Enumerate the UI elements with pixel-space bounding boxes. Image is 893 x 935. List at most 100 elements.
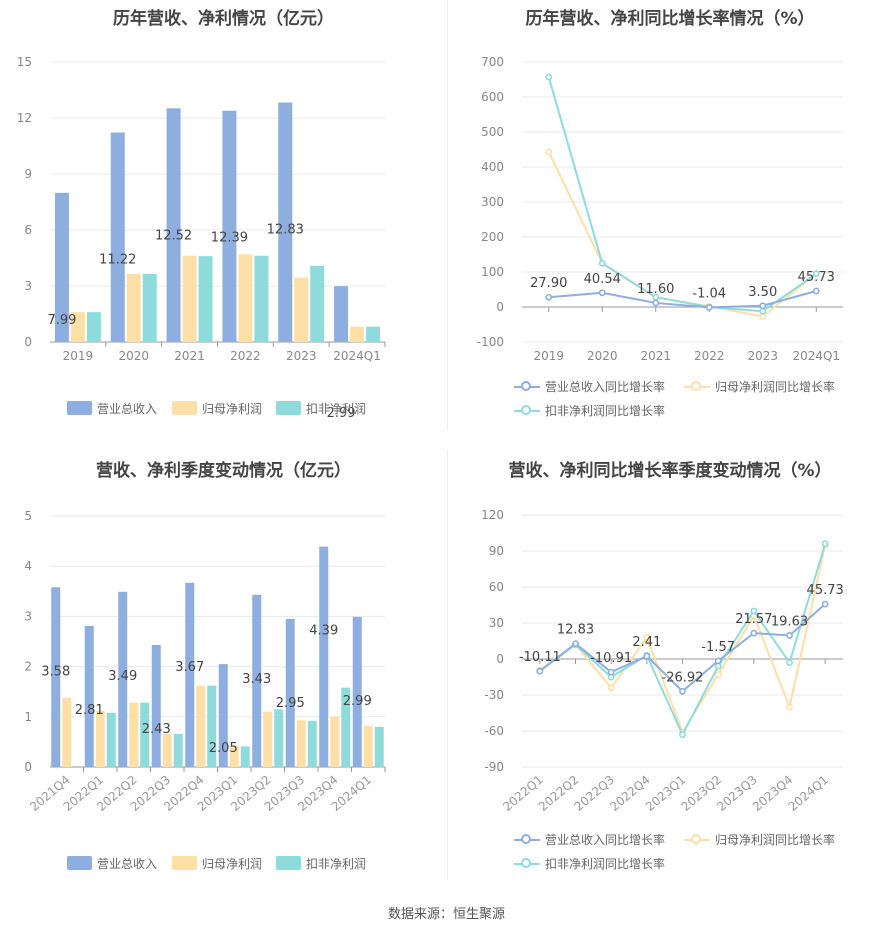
x-tick-label: 2021 — [174, 349, 205, 363]
y-tick-label: 5 — [24, 509, 32, 523]
data-label: -1.04 — [692, 286, 726, 301]
bar-deducted — [142, 273, 157, 342]
bar-revenue — [222, 110, 237, 342]
data-point-deducted — [714, 662, 722, 670]
legend-revenue-growth[interactable]: 营业总收入同比增长率 — [514, 831, 665, 848]
bar-revenue — [151, 645, 161, 767]
legend-net-profit[interactable]: 归母净利润 — [172, 400, 262, 417]
bar-revenue — [84, 625, 94, 767]
legend-swatch-deducted — [276, 401, 301, 415]
legend-line-swatch-net-profit — [684, 833, 710, 847]
legend-net-profit-growth[interactable]: 归母净利润同比增长率 — [684, 831, 835, 848]
data-label: 7.99 — [47, 313, 76, 328]
chart-title: 历年营收、净利同比增长率情况（%） — [525, 9, 815, 29]
data-point-revenue — [607, 668, 615, 676]
y-tick-label: 0 — [24, 335, 32, 349]
y-tick-label: 2 — [24, 660, 32, 674]
y-tick-label: 15 — [17, 55, 32, 69]
bar-net-profit — [350, 326, 365, 342]
data-label: 12.52 — [155, 228, 192, 243]
legend-net-profit[interactable]: 归母净利润 — [172, 855, 262, 872]
y-tick-label: 90 — [489, 544, 504, 558]
y-tick-label: 500 — [481, 125, 504, 139]
data-label: 45.73 — [798, 270, 835, 285]
y-tick-label: -30 — [484, 688, 504, 702]
data-label: 45.73 — [807, 583, 844, 598]
data-point-revenue — [705, 303, 713, 311]
data-point-revenue — [598, 289, 606, 297]
bar-revenue — [319, 546, 329, 767]
legend-revenue[interactable]: 营业总收入 — [67, 400, 157, 417]
legend-deducted-profit[interactable]: 扣非净利润 — [276, 400, 366, 417]
legend-deducted-growth[interactable]: 扣非净利润同比增长率 — [514, 855, 665, 872]
bar-net-profit — [162, 733, 172, 767]
data-point-revenue — [652, 299, 660, 307]
y-tick-label: 0 — [496, 300, 504, 314]
data-point-revenue — [643, 652, 651, 660]
y-tick-label: -100 — [477, 335, 504, 349]
data-point-deducted — [598, 259, 606, 267]
data-point-deducted — [545, 73, 553, 81]
y-tick-label: 3 — [24, 609, 32, 623]
data-label: -10.11 — [519, 650, 561, 665]
data-point-revenue — [714, 657, 722, 665]
x-tick-label: 2019 — [63, 349, 94, 363]
legend-swatch-revenue — [67, 401, 92, 415]
data-point-revenue — [545, 293, 553, 301]
bar-revenue — [118, 591, 128, 767]
legend-swatch-revenue — [67, 856, 92, 870]
bar-revenue — [278, 102, 293, 342]
y-tick-label: 60 — [489, 580, 504, 594]
x-tick-label: 2024Q1 — [333, 349, 381, 363]
y-tick-label: 0 — [496, 652, 504, 666]
legend-line-swatch-deducted — [514, 857, 540, 871]
legend-line-swatch-net-profit — [684, 380, 710, 394]
legend-deducted-growth[interactable]: 扣非净利润同比增长率 — [514, 402, 665, 419]
legend-revenue-growth[interactable]: 营业总收入同比增长率 — [514, 378, 665, 395]
x-tick-label: 2020 — [587, 349, 618, 363]
y-tick-label: 12 — [17, 111, 32, 125]
data-label: 40.54 — [584, 272, 621, 287]
legend-revenue[interactable]: 营业总收入 — [67, 855, 157, 872]
bar-net-profit — [182, 255, 197, 342]
data-label: 12.39 — [211, 231, 248, 246]
bar-net-profit — [95, 710, 105, 767]
x-tick-label: 2022 — [230, 349, 261, 363]
bar-revenue — [218, 664, 228, 767]
bar-net-profit — [70, 312, 85, 342]
legend-label: 归母净利润 — [202, 402, 263, 416]
data-label: 12.83 — [267, 223, 304, 238]
bar-deducted — [86, 312, 101, 342]
chart-panel-quarterly-growth: 营收、净利同比增长率季度变动情况（%） -90 -60 -30 0 30 60 90 120 2… — [447, 450, 893, 890]
bar-net-profit — [229, 745, 239, 767]
y-tick-label: 600 — [481, 90, 504, 104]
legend-label: 归母净利润同比增长率 — [715, 380, 836, 394]
chart-panel-quarterly-revenue: 营收、净利季度变动情况（亿元） 0 1 2 3 4 5 2021Q4 3.58 2022Q1 2.… — [0, 450, 447, 890]
legend-label: 归母净利润同比增长率 — [715, 833, 836, 847]
chart-title: 营收、净利季度变动情况（亿元） — [96, 461, 351, 481]
x-tick-label: 2020 — [118, 349, 149, 363]
y-tick-label: 120 — [481, 508, 504, 522]
x-tick-label: 2021 — [640, 349, 671, 363]
data-label: 2.99 — [327, 406, 356, 420]
x-tick-label: 2023 — [747, 349, 778, 363]
data-label: 4.39 — [309, 624, 338, 639]
data-label: 2.95 — [276, 696, 305, 711]
bar-deducted — [310, 265, 325, 342]
data-label: 2.05 — [209, 741, 238, 756]
legend-net-profit-growth[interactable]: 归母净利润同比增长率 — [684, 378, 835, 395]
data-label: 19.63 — [771, 614, 808, 629]
data-label: 11.60 — [637, 282, 674, 297]
y-tick-label: 200 — [481, 230, 504, 244]
y-tick-label: 9 — [24, 167, 32, 181]
bar-revenue — [185, 582, 195, 767]
line-chart-quarterly-growth: -90-60-3003060901202022Q12022Q22022Q3202… — [481, 508, 844, 814]
legend-label: 营业总收入同比增长率 — [545, 380, 666, 394]
bar-revenue — [334, 286, 349, 342]
legend-deducted-profit[interactable]: 扣非净利润 — [276, 855, 366, 872]
y-tick-label: 400 — [481, 160, 504, 174]
bar-net-profit — [126, 273, 141, 342]
data-label: 2.99 — [343, 694, 372, 709]
y-tick-label: 3 — [24, 279, 32, 293]
panel-divider-bottom — [447, 450, 448, 880]
